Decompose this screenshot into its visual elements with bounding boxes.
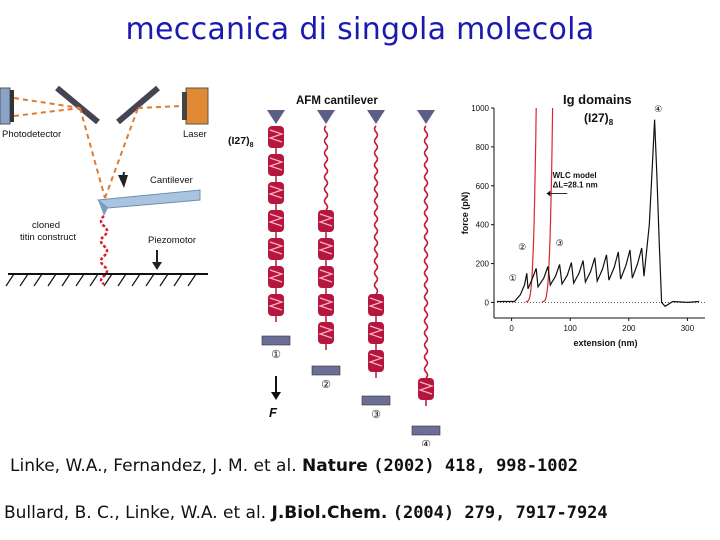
- titin-construct: [99, 215, 109, 286]
- ig-domain: [368, 350, 384, 372]
- force-extension-chart: Ig domains (I27)8 0 200 400 600 800 1000 0 100 2…: [460, 92, 705, 348]
- photodetector-label: Photodetector: [2, 129, 61, 140]
- chart-subtitle: (I27)8: [584, 111, 614, 127]
- wlc-annotation: WLC model: [553, 171, 597, 180]
- chart-marker: ④: [654, 104, 662, 114]
- x-tick-label: 0: [509, 324, 514, 333]
- ig-domain: [318, 238, 334, 260]
- x-tick-label: 100: [564, 324, 578, 333]
- reference-1: Linke, W.A., Fernandez, J. M. et al. Nat…: [10, 456, 578, 476]
- chart-marker: ③: [556, 238, 564, 248]
- stage-marker: ②: [321, 379, 331, 391]
- construct-label-1: cloned: [32, 220, 60, 231]
- ig-domain: [368, 294, 384, 316]
- stage-marker: ④: [421, 439, 431, 446]
- reference-2: Bullard, B. C., Linke, W.A. et al. J.Bio…: [4, 503, 608, 523]
- cantilever-tip: [267, 110, 285, 124]
- ig-domain: [268, 182, 284, 204]
- afm-setup-diagram: Photodetector Laser Cantilever cloned ti…: [0, 85, 209, 287]
- cantilever-tip: [367, 110, 385, 124]
- piezomotor-label: Piezomotor: [148, 235, 196, 246]
- y-tick-label: 1000: [471, 104, 489, 113]
- substrate-pad: [311, 365, 341, 376]
- ig-domain: [268, 154, 284, 176]
- mirror-left: [55, 85, 100, 125]
- cantilever-tip: [417, 110, 435, 124]
- unfolded-chain: [373, 125, 379, 295]
- cantilever-label: Cantilever: [150, 175, 193, 186]
- unfolding-schematic: AFM cantilever (I27)8 ① ② ③ ④ F: [228, 95, 441, 446]
- chart-marker: ①: [509, 273, 517, 283]
- y-axis-label: force (pN): [460, 192, 470, 235]
- ig-domain: [268, 294, 284, 316]
- construct-label-2: titin construct: [20, 232, 76, 243]
- reference-1-journal: Nature: [302, 456, 368, 476]
- force-symbol: F: [269, 405, 278, 420]
- photodetector-block: [0, 87, 11, 125]
- cantilever: [96, 189, 201, 209]
- substrate-pad: [411, 425, 441, 436]
- ig-domain: [318, 266, 334, 288]
- domain-count-label: (I27)8: [228, 135, 254, 149]
- chart-marker: ②: [518, 242, 526, 252]
- wlc-curve: [525, 107, 537, 303]
- reference-1-citation: (2002) 418, 998-1002: [373, 456, 578, 476]
- ig-domain: [318, 322, 334, 344]
- x-axis-label: extension (nm): [573, 338, 637, 348]
- y-tick-label: 800: [476, 143, 490, 152]
- substrate-pad: [261, 335, 291, 346]
- y-tick-label: 600: [476, 182, 490, 191]
- chart-title: Ig domains: [563, 92, 632, 107]
- unfolded-chain: [323, 125, 329, 211]
- ig-domain: [368, 322, 384, 344]
- mirror-right: [116, 85, 160, 125]
- substrate-pad: [361, 395, 391, 406]
- reference-2-journal: J.Biol.Chem.: [271, 503, 388, 523]
- wlc-curve: [542, 107, 554, 303]
- ig-domain: [418, 378, 434, 400]
- afm-cantilever-title: AFM cantilever: [296, 95, 378, 107]
- y-tick-label: 200: [476, 260, 490, 269]
- x-tick-label: 300: [681, 324, 695, 333]
- reference-2-authors: Bullard, B. C., Linke, W.A. et al.: [4, 503, 267, 523]
- stage-marker: ③: [371, 409, 381, 421]
- ig-domain: [318, 210, 334, 232]
- y-tick-label: 0: [485, 298, 490, 307]
- slide-title: meccanica di singola molecola: [125, 12, 595, 47]
- ig-domain: [268, 238, 284, 260]
- reference-1-authors: Linke, W.A., Fernandez, J. M. et al.: [10, 456, 297, 476]
- reference-2-citation: (2004) 279, 7917-7924: [392, 503, 608, 523]
- laser-block: [185, 87, 209, 125]
- stage-marker: ①: [271, 349, 281, 361]
- ig-domain: [318, 294, 334, 316]
- x-tick-label: 200: [622, 324, 636, 333]
- cantilever-tip: [317, 110, 335, 124]
- y-tick-label: 400: [476, 221, 490, 230]
- force-trace: [496, 119, 700, 308]
- unfolded-chain: [423, 125, 429, 379]
- laser-label: Laser: [183, 129, 207, 140]
- ig-domain: [268, 126, 284, 148]
- ig-domain: [268, 266, 284, 288]
- delta-l-annotation: ΔL=28.1 nm: [553, 181, 598, 190]
- ig-domain: [268, 210, 284, 232]
